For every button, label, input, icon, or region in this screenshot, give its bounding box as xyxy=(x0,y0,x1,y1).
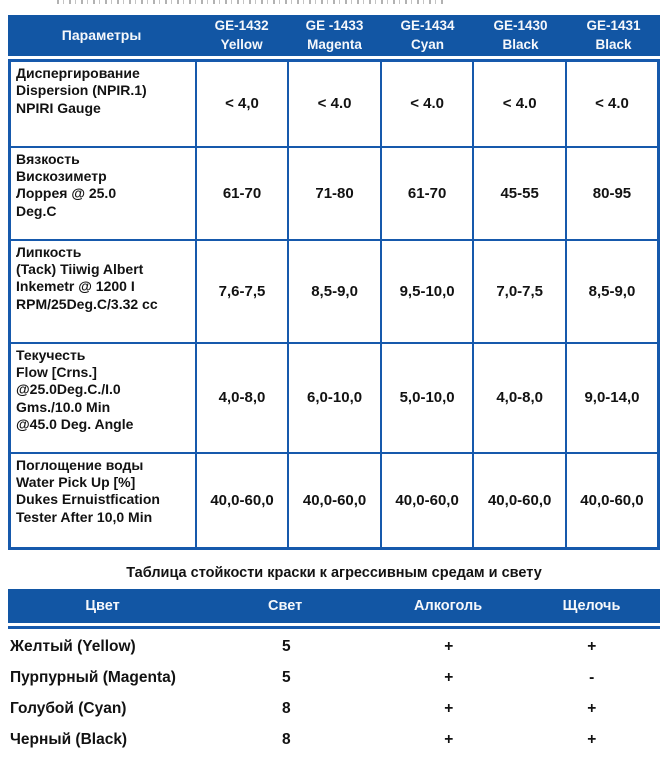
value-cell: 7,0-7,5 xyxy=(472,238,567,344)
light-value-cell: 5 xyxy=(281,637,291,655)
header-divider-rule xyxy=(8,626,660,629)
spec-table-body: Диспергирование Dispersion (NPIR.1) NPIR… xyxy=(8,59,660,550)
value-cell: 40,0-60,0 xyxy=(379,451,475,550)
spec-table-header-row: Параметры GE-1432 Yellow GE -1433 Magent… xyxy=(8,15,660,56)
table-row: Желтый (Yellow) 5 + + xyxy=(8,631,660,662)
resistance-header-alkali: Щелочь xyxy=(562,598,621,614)
resistance-header-alcohol: Алкоголь xyxy=(414,598,483,614)
value-cell: 4,0-8,0 xyxy=(194,341,290,454)
value-cell: 7,6-7,5 xyxy=(194,238,290,344)
value-cell: 5,0-10,0 xyxy=(379,341,475,454)
value-cell: 4,0-8,0 xyxy=(472,341,567,454)
document-content: Параметры GE-1432 Yellow GE -1433 Magent… xyxy=(8,15,660,755)
spec-header-ge1431-black: GE-1431 Black xyxy=(586,18,641,52)
alkali-value-cell: + xyxy=(587,730,597,748)
value-cell: < 4,0 xyxy=(194,59,290,148)
resistance-header-color: Цвет xyxy=(85,598,120,614)
value-cell: 6,0-10,0 xyxy=(287,341,382,454)
resistance-header-light: Свет xyxy=(268,598,303,614)
table-row: Вязкость Вискозиметр Лоррея @ 25.0 Deg.C… xyxy=(8,145,660,241)
alcohol-value-cell: + xyxy=(444,668,454,686)
table-row: Текучесть Flow [Crns.] @25.0Deg.C./I.0 G… xyxy=(8,341,660,454)
resistance-table-header-row: Цвет Свет Алкоголь Щелочь xyxy=(8,589,660,623)
table-row: Черный (Black) 8 + + xyxy=(8,724,660,755)
light-value-cell: 8 xyxy=(281,699,291,717)
param-cell: Диспергирование Dispersion (NPIR.1) NPIR… xyxy=(8,59,197,148)
param-cell: Поглощение воды Water Pick Up [%] Dukes … xyxy=(8,451,197,550)
value-cell: 9,0-14,0 xyxy=(564,341,660,454)
resistance-table-body: Желтый (Yellow) 5 + + Пурпурный (Magenta… xyxy=(8,631,660,755)
value-cell: 40,0-60,0 xyxy=(472,451,567,550)
resistance-table-title: Таблица стойкости краски к агрессивным с… xyxy=(126,565,542,581)
table-row: Голубой (Cyan) 8 + + xyxy=(8,693,660,724)
table-row: Пурпурный (Magenta) 5 + - xyxy=(8,662,660,693)
value-cell: < 4.0 xyxy=(472,59,567,148)
alkali-value-cell: + xyxy=(587,699,597,717)
alcohol-value-cell: + xyxy=(444,699,454,717)
spec-header-ge1433-magenta: GE -1433 Magenta xyxy=(305,18,364,52)
alkali-value-cell: - xyxy=(589,668,595,686)
value-cell: 9,5-10,0 xyxy=(379,238,475,344)
value-cell: < 4.0 xyxy=(564,59,660,148)
spec-header-ge1434-cyan: GE-1434 Cyan xyxy=(400,18,455,52)
table-row: Поглощение воды Water Pick Up [%] Dukes … xyxy=(8,451,660,550)
value-cell: < 4.0 xyxy=(379,59,475,148)
color-name-cell: Черный (Black) xyxy=(10,730,128,748)
clipped-text-fragment xyxy=(57,0,445,4)
light-value-cell: 8 xyxy=(281,730,291,748)
value-cell: 61-70 xyxy=(194,145,290,241)
spec-header-ge1430-black: GE-1430 Black xyxy=(493,18,548,52)
spec-header-ge1432-yellow: GE-1432 Yellow xyxy=(214,18,269,52)
param-cell: Текучесть Flow [Crns.] @25.0Deg.C./I.0 G… xyxy=(8,341,197,454)
value-cell: 8,5-9,0 xyxy=(287,238,382,344)
alcohol-value-cell: + xyxy=(444,637,454,655)
table-row: Липкость (Tack) Tiiwig Albert Inkemetr @… xyxy=(8,238,660,344)
color-name-cell: Голубой (Cyan) xyxy=(10,699,127,717)
alkali-value-cell: + xyxy=(587,637,597,655)
color-name-cell: Пурпурный (Magenta) xyxy=(10,668,176,686)
spec-header-parameters: Параметры xyxy=(61,27,142,44)
param-cell: Вязкость Вискозиметр Лоррея @ 25.0 Deg.C xyxy=(8,145,197,241)
value-cell: 71-80 xyxy=(287,145,382,241)
value-cell: 61-70 xyxy=(379,145,475,241)
color-name-cell: Желтый (Yellow) xyxy=(10,637,136,655)
value-cell: 45-55 xyxy=(472,145,567,241)
light-value-cell: 5 xyxy=(281,668,291,686)
value-cell: < 4.0 xyxy=(287,59,382,148)
value-cell: 8,5-9,0 xyxy=(564,238,660,344)
value-cell: 40,0-60,0 xyxy=(287,451,382,550)
value-cell: 40,0-60,0 xyxy=(564,451,660,550)
value-cell: 80-95 xyxy=(564,145,660,241)
table-row: Диспергирование Dispersion (NPIR.1) NPIR… xyxy=(8,59,660,148)
param-cell: Липкость (Tack) Tiiwig Albert Inkemetr @… xyxy=(8,238,197,344)
alcohol-value-cell: + xyxy=(444,730,454,748)
value-cell: 40,0-60,0 xyxy=(194,451,290,550)
